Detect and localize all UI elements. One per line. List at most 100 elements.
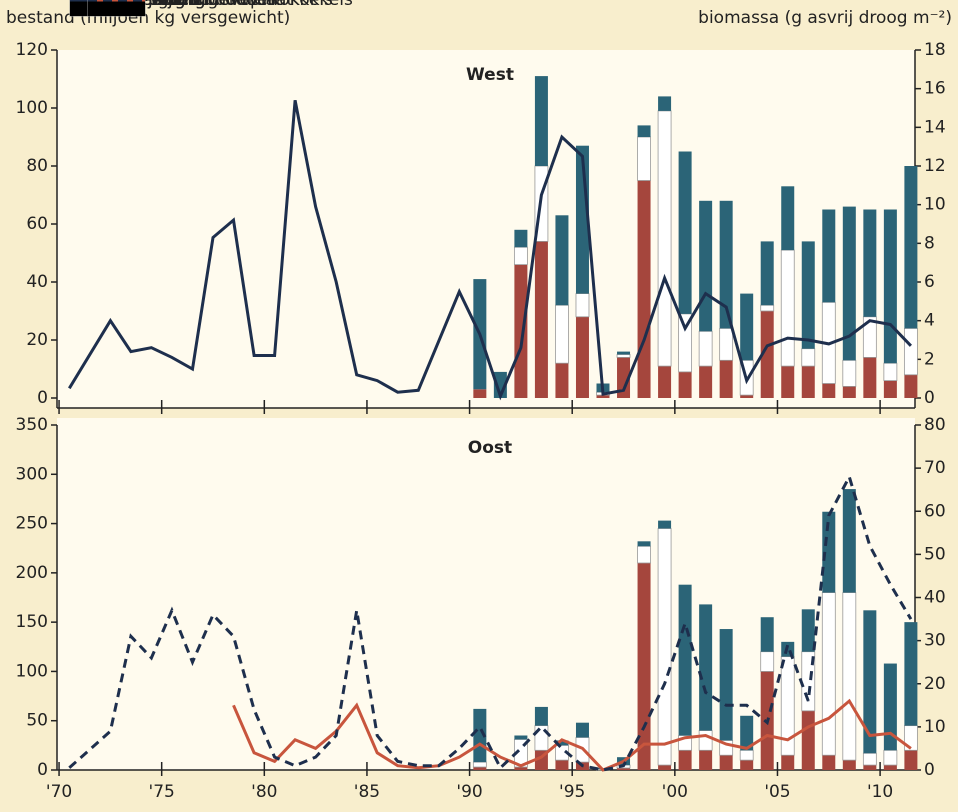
bar [801, 710, 815, 770]
bar [678, 371, 692, 398]
legend-label: broed [151, 0, 200, 10]
x-tick-label: '95 [559, 782, 585, 802]
bar [883, 209, 897, 364]
bar [698, 330, 713, 367]
bar [842, 489, 856, 593]
y-tick-label: 350 [16, 415, 48, 435]
bar [883, 765, 897, 770]
bar [637, 125, 651, 137]
bar [719, 360, 733, 398]
panel-title: Oost [468, 438, 512, 458]
bar [637, 136, 651, 181]
bar [637, 541, 651, 547]
legend-label: 2-jarig [151, 0, 206, 10]
y-tick-label: 0 [37, 760, 48, 780]
bar [801, 609, 815, 652]
panel-title: West [466, 65, 514, 85]
bar [842, 386, 856, 398]
bar [883, 380, 897, 398]
bar [822, 511, 836, 593]
bar [473, 389, 487, 398]
bar [575, 722, 589, 738]
x-tick-label: '75 [149, 782, 175, 802]
y2-tick-label: 30 [924, 631, 946, 651]
x-tick-label: '70 [46, 782, 72, 802]
bar [657, 528, 672, 766]
y2-tick-label: 40 [924, 588, 946, 608]
bar [555, 740, 569, 746]
bar [555, 760, 569, 770]
bar [863, 765, 877, 770]
y-tick-label: 120 [16, 40, 48, 60]
bar [904, 622, 918, 726]
bar [678, 750, 692, 770]
y2-axis-title: biomassa (g asvrij droog m⁻²) [698, 8, 952, 28]
bar [781, 366, 795, 398]
bar [699, 366, 713, 398]
legend-label: broed [131, 0, 180, 10]
y2-tick-label: 10 [924, 717, 946, 737]
y-tick-label: 50 [26, 711, 48, 731]
bar [822, 755, 836, 770]
y2-tick-label: 18 [924, 40, 946, 60]
bar [780, 656, 795, 756]
bar [514, 735, 528, 740]
bar [822, 383, 836, 398]
y-tick-label: 100 [16, 661, 48, 681]
bar [842, 760, 856, 770]
bar [473, 708, 487, 763]
line-series [68, 472, 913, 772]
bar [739, 749, 754, 761]
bar [822, 209, 836, 303]
y2-tick-label: 2 [924, 349, 935, 369]
legend-label: Piet Scheveplaat [151, 0, 293, 10]
bar [842, 359, 857, 387]
bar [842, 592, 857, 761]
bar [801, 348, 816, 367]
legend-label: 2-jarig [131, 0, 186, 10]
bar [740, 760, 754, 770]
bar [781, 186, 795, 251]
bar [534, 76, 548, 166]
bar [904, 166, 918, 329]
bar [903, 327, 918, 376]
bar [883, 749, 898, 766]
bar [719, 629, 733, 741]
legend-label: Groninger Wad [151, 0, 278, 10]
bar [473, 767, 487, 770]
y-tick-label: 150 [16, 612, 48, 632]
line-series [232, 698, 912, 772]
bar [658, 96, 672, 111]
line-series [68, 100, 912, 401]
y-tick-label: 0 [37, 388, 48, 408]
bar [658, 520, 672, 529]
bar [740, 715, 754, 751]
bar [801, 241, 815, 349]
bar [617, 768, 631, 770]
y2-tick-label: 70 [924, 458, 946, 478]
bar [781, 755, 795, 770]
bar [801, 366, 815, 398]
bar [575, 316, 589, 398]
y2-tick-label: 60 [924, 501, 946, 521]
bar [555, 363, 569, 398]
bar [760, 241, 774, 306]
legend-label: 1-jarig [151, 0, 206, 10]
bar [760, 617, 774, 652]
y2-tick-label: 0 [924, 388, 935, 408]
bar [657, 110, 672, 367]
bar [658, 366, 672, 398]
y2-tick-label: 20 [924, 674, 946, 694]
bar [698, 730, 713, 751]
bar [904, 374, 918, 398]
bar [678, 584, 692, 736]
bar [760, 311, 774, 398]
y-tick-label: 20 [26, 330, 48, 350]
x-tick-label: '85 [354, 782, 380, 802]
y-tick-label: 200 [16, 563, 48, 583]
bar [699, 200, 713, 332]
bar [534, 241, 548, 398]
legend-label: bestand oudere kokkels [131, 0, 333, 10]
bar [719, 755, 733, 770]
